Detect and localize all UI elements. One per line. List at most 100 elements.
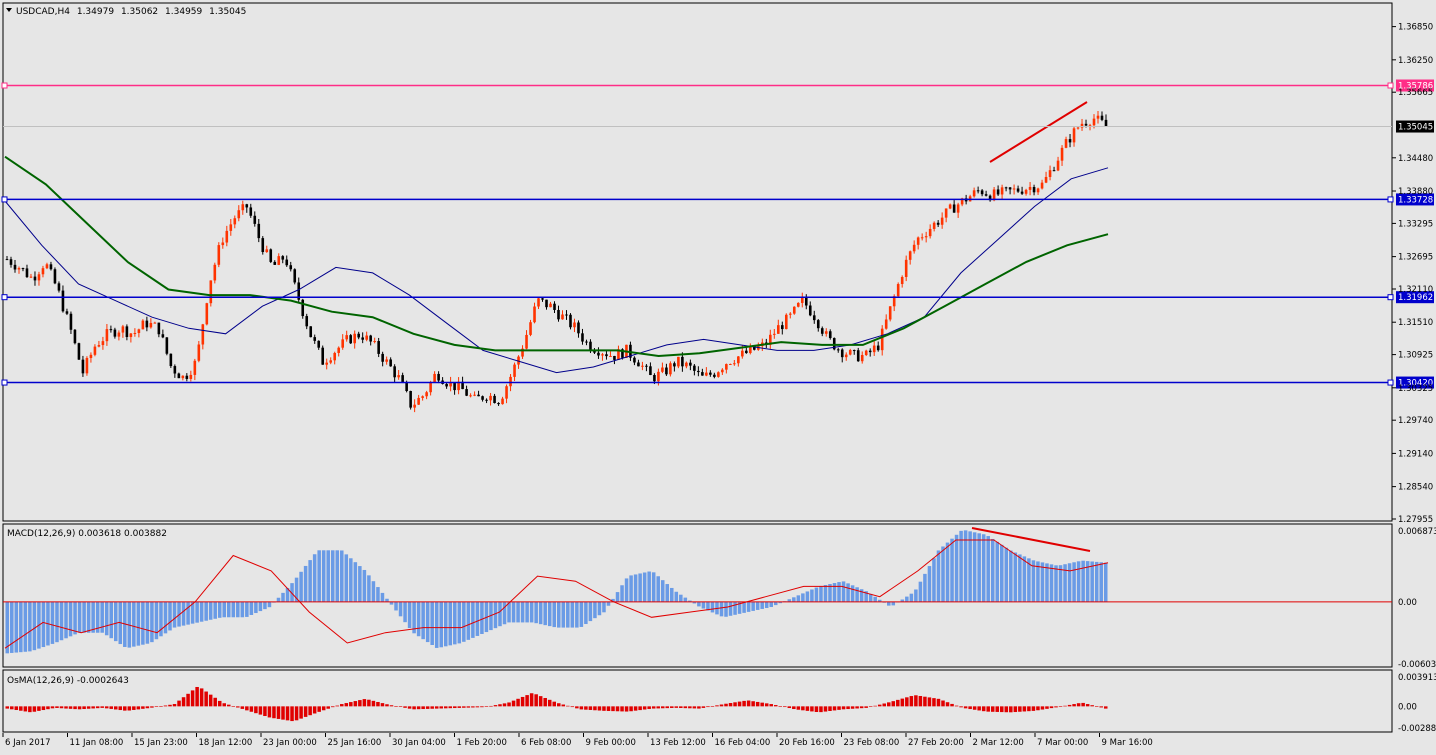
osma-bar xyxy=(927,697,932,707)
candle-body xyxy=(1024,189,1028,194)
macd-histogram-bar xyxy=(760,601,764,609)
osma-bar xyxy=(439,706,443,709)
osma-bar xyxy=(281,706,285,720)
candle-body xyxy=(241,204,245,211)
candle-body xyxy=(261,238,265,253)
osma-bar xyxy=(841,706,846,710)
osma-bar xyxy=(547,699,552,707)
macd-histogram-bar xyxy=(113,601,118,642)
osma-bar xyxy=(755,701,760,707)
macd-histogram-bar xyxy=(448,601,453,646)
candle-body xyxy=(657,371,660,382)
macd-histogram-bar xyxy=(380,592,385,602)
osma-bar xyxy=(1009,706,1013,713)
osma-bar xyxy=(968,706,972,710)
macd-histogram-bar xyxy=(109,601,113,639)
osma-bar xyxy=(394,706,398,707)
osma-bar xyxy=(647,706,651,709)
horizontal-levels-layer: 1.35786 1.33728 1.31962 1.30420 1.35045 xyxy=(1,79,1434,389)
candle-body xyxy=(784,314,788,330)
osma-bar xyxy=(493,705,498,707)
macd-histogram-bar xyxy=(846,583,850,602)
macd-histogram-bar xyxy=(91,601,95,633)
macd-histogram-bar xyxy=(181,601,186,626)
macd-histogram-bar xyxy=(914,589,918,602)
macd-histogram-bar xyxy=(394,601,398,611)
macd-histogram-bar xyxy=(344,554,349,602)
candle-body xyxy=(808,305,812,316)
candle-body xyxy=(828,331,832,339)
candle-body xyxy=(1076,127,1080,129)
macd-histogram-bar xyxy=(132,601,136,647)
osma-bar xyxy=(516,698,520,707)
macd-histogram-bar xyxy=(733,601,737,615)
candle-body xyxy=(1016,188,1020,192)
macd-histogram-bar xyxy=(68,601,73,637)
candle-body xyxy=(113,329,117,337)
osma-bar xyxy=(41,706,46,711)
macd-histogram-bar xyxy=(516,601,520,623)
osma-bar xyxy=(245,706,249,711)
osma-bar xyxy=(575,706,579,709)
macd-histogram-bar xyxy=(475,601,480,636)
candle-body xyxy=(105,329,109,342)
osma-bar xyxy=(629,706,633,712)
candle-body xyxy=(585,341,588,343)
osma-bar xyxy=(615,706,620,712)
candle-body xyxy=(369,335,372,342)
osma-bar xyxy=(168,704,172,707)
osma-bar xyxy=(877,704,882,707)
candle-body xyxy=(229,224,233,231)
macd-histogram-bar xyxy=(362,569,367,602)
candle-body xyxy=(633,357,636,363)
candle-body xyxy=(273,261,277,265)
candle-body xyxy=(489,395,492,401)
candle-body xyxy=(1064,139,1068,148)
macd-panel[interactable] xyxy=(2,523,1393,668)
osma-bar xyxy=(14,706,19,711)
level-price-label: 1.35786 xyxy=(1398,82,1433,92)
macd-histogram-bar xyxy=(100,601,104,633)
macd-histogram-bar xyxy=(566,601,570,628)
candle-body xyxy=(852,350,856,352)
macd-histogram-bar xyxy=(1058,565,1063,602)
macd-histogram-bar xyxy=(688,600,692,602)
candle-body xyxy=(37,274,41,281)
candle-body xyxy=(73,329,77,344)
osma-bar xyxy=(321,706,326,711)
candle-body xyxy=(93,346,97,355)
candle-body xyxy=(213,264,217,281)
osma-bar xyxy=(172,704,177,707)
osma-panel[interactable] xyxy=(2,669,1393,733)
osma-bar xyxy=(683,706,688,709)
candle-body xyxy=(868,350,872,353)
macd-histogram-bar xyxy=(498,601,502,627)
candle-body xyxy=(1092,118,1096,126)
osma-bar xyxy=(136,706,141,710)
osma-bar xyxy=(977,706,981,711)
osma-bar xyxy=(10,706,14,710)
price-tick-label: 1.28540 xyxy=(1398,483,1433,493)
macd-histogram-bar xyxy=(701,601,706,609)
macd-title: MACD(12,26,9) 0.003618 0.003882 xyxy=(7,529,167,539)
candle-body xyxy=(780,325,784,330)
header-dropdown-icon[interactable] xyxy=(6,8,12,12)
candle-body xyxy=(1036,188,1040,193)
osma-bar xyxy=(73,706,77,710)
osma-bar xyxy=(32,706,37,712)
osma-bar xyxy=(986,706,990,712)
candle-body xyxy=(249,207,253,216)
osma-bar xyxy=(538,696,543,707)
osma-bar xyxy=(850,706,855,709)
main-price-panel[interactable] xyxy=(2,2,1393,522)
candle-body xyxy=(741,350,744,357)
candle-body xyxy=(545,299,548,308)
candle-body xyxy=(788,313,792,315)
macd-histogram-bar xyxy=(267,601,272,608)
candle-body xyxy=(820,328,824,334)
candle-body xyxy=(996,189,1000,195)
candle-body xyxy=(800,297,804,303)
osma-bar xyxy=(579,706,584,710)
macd-histogram-bar xyxy=(746,601,751,612)
